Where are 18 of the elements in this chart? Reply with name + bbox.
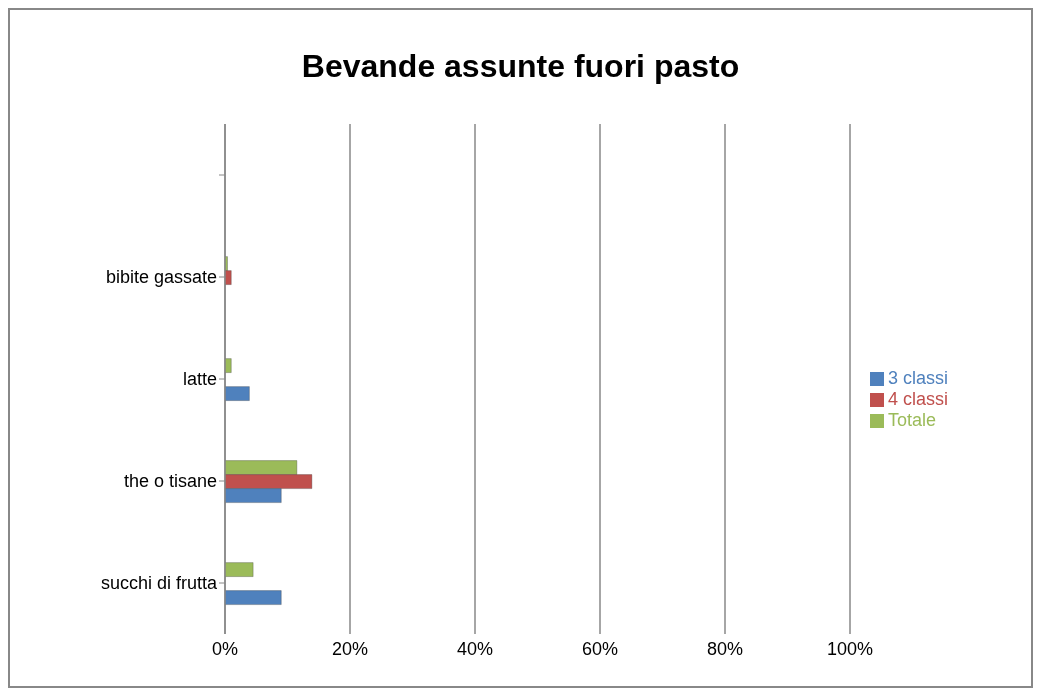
- bar: [225, 590, 282, 606]
- bar: [225, 358, 232, 374]
- legend-label: 4 classi: [888, 388, 949, 409]
- chart-title: Bevande assunte fuori pasto: [300, 48, 741, 86]
- x-tick-label: 0%: [211, 638, 239, 659]
- legend-label: 3 classi: [888, 367, 949, 388]
- x-tick-label: 100%: [826, 638, 874, 659]
- y-tick-label: latte: [182, 369, 217, 390]
- y-tick-label: bibite gassate: [105, 267, 217, 288]
- y-tick-label: succhi di frutta: [100, 573, 218, 594]
- x-tick-label: 40%: [456, 638, 494, 659]
- y-tick-label: the o tisane: [123, 471, 217, 492]
- bar: [225, 562, 254, 578]
- x-tick-label: 80%: [706, 638, 744, 659]
- bar: [225, 386, 250, 402]
- x-tick-label: 60%: [581, 638, 619, 659]
- legend-label: Totale: [888, 409, 937, 430]
- x-tick-label: 20%: [331, 638, 369, 659]
